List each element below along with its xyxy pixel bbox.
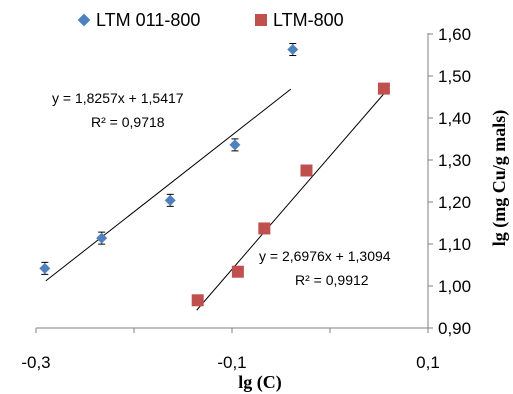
data-point <box>39 262 51 274</box>
y-tick-label: 1,50 <box>438 67 471 86</box>
data-point <box>191 294 204 307</box>
trendline-ltm-011-800 <box>45 88 292 282</box>
y-tick-label: 1,10 <box>438 235 471 254</box>
legend: LTM 011-800 LTM-800 <box>77 10 344 30</box>
data-point <box>229 139 241 151</box>
r-squared-label: R² = 0,9912 <box>295 272 369 288</box>
y-tick-label: 1,40 <box>438 109 471 128</box>
y-tick-label: 1,30 <box>438 151 471 170</box>
data-point <box>96 232 108 244</box>
equation-label: y = 2,6976x + 1,3094 <box>259 248 391 264</box>
legend-marker-square <box>255 14 267 26</box>
y-axis-title: lg (mg Cu/g mals) <box>489 110 510 247</box>
y-tick-label: 1,60 <box>438 25 471 44</box>
axis-ticks <box>35 33 433 333</box>
trendline-ltm-800 <box>196 93 385 311</box>
data-point <box>164 194 176 206</box>
plot-area <box>39 43 390 311</box>
equation-label: y = 1,8257x + 1,5417 <box>52 90 184 106</box>
data-point <box>231 265 244 278</box>
legend-label: LTM 011-800 <box>96 10 200 30</box>
y-tick-label: 1,00 <box>438 277 471 296</box>
x-tick-label: -0,1 <box>217 353 246 372</box>
data-point <box>258 222 271 235</box>
r-squared-label: R² = 0,9718 <box>91 114 165 130</box>
x-axis-title: lg (C) <box>238 372 282 393</box>
y-tick-label: 1,20 <box>438 193 471 212</box>
y-tick-label: 0,90 <box>438 319 471 338</box>
data-point <box>287 44 299 56</box>
x-tick-label: 0,1 <box>416 353 440 372</box>
x-tick-label: -0,3 <box>21 353 50 372</box>
data-point <box>300 164 313 177</box>
legend-marker-diamond <box>77 13 91 27</box>
legend-label: LTM-800 <box>273 10 344 30</box>
data-point <box>377 82 390 95</box>
